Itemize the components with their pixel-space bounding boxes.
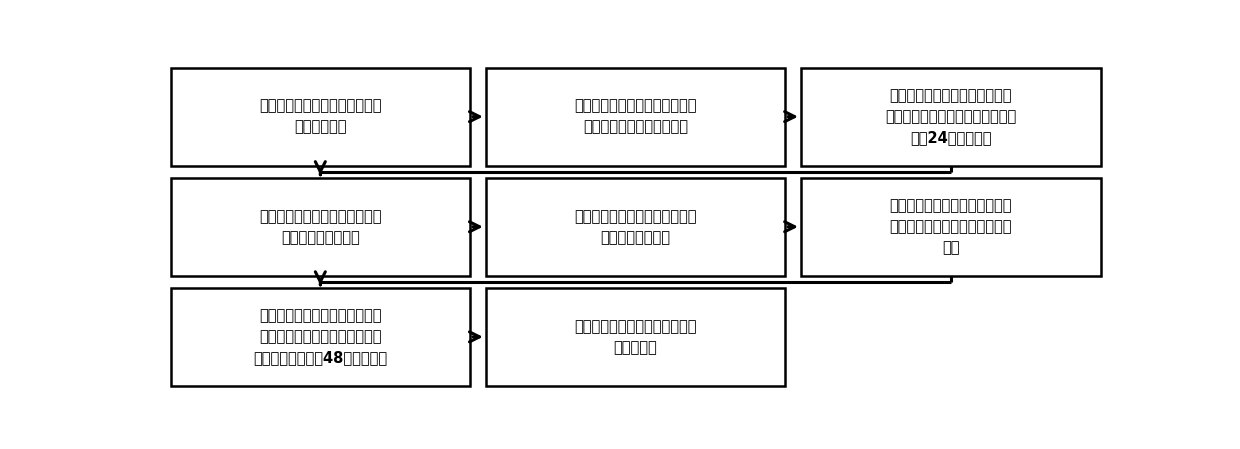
FancyBboxPatch shape bbox=[171, 288, 470, 386]
Text: 将光子晶体光纤连接于起泡系统
和真空泵之间: 将光子晶体光纤连接于起泡系统 和真空泵之间 bbox=[259, 99, 382, 135]
Text: 取下光子晶体光纤，密封需要保
留亲水性质的空气孔: 取下光子晶体光纤，密封需要保 留亲水性质的空气孔 bbox=[259, 209, 382, 245]
Text: 打开真空泵，使光子晶体光纤的
空气孔充分接触疏水性液体，附
着疏水基团，持续48小时或以上: 打开真空泵，使光子晶体光纤的 空气孔充分接触疏水性液体，附 着疏水基团，持续48… bbox=[253, 308, 387, 365]
FancyBboxPatch shape bbox=[486, 288, 785, 386]
Text: 将光子晶体光纤再次连接于起泡
系统和真空泵之间: 将光子晶体光纤再次连接于起泡 系统和真空泵之间 bbox=[574, 209, 697, 245]
FancyBboxPatch shape bbox=[171, 68, 470, 166]
FancyBboxPatch shape bbox=[801, 178, 1101, 276]
Text: 在起泡系统中灌入疏水性液体，
未连接光子晶体光纤的一头通入
氮气: 在起泡系统中灌入疏水性液体， 未连接光子晶体光纤的一头通入 氮气 bbox=[889, 198, 1012, 255]
FancyBboxPatch shape bbox=[486, 178, 785, 276]
Text: 在起泡系统中灌入水，未连接光
子晶体光纤的一头通入氮气: 在起泡系统中灌入水，未连接光 子晶体光纤的一头通入氮气 bbox=[574, 99, 697, 135]
FancyBboxPatch shape bbox=[486, 68, 785, 166]
Text: 切割密封的端面，剩余部分可以
分多段使用: 切割密封的端面，剩余部分可以 分多段使用 bbox=[574, 319, 697, 355]
FancyBboxPatch shape bbox=[171, 178, 470, 276]
Text: 打开真空泵，使光子晶体光纤的
空气孔充分接触水汽，附着羟基，
持续24小时或以上: 打开真空泵，使光子晶体光纤的 空气孔充分接触水汽，附着羟基， 持续24小时或以上 bbox=[885, 88, 1017, 145]
FancyBboxPatch shape bbox=[801, 68, 1101, 166]
